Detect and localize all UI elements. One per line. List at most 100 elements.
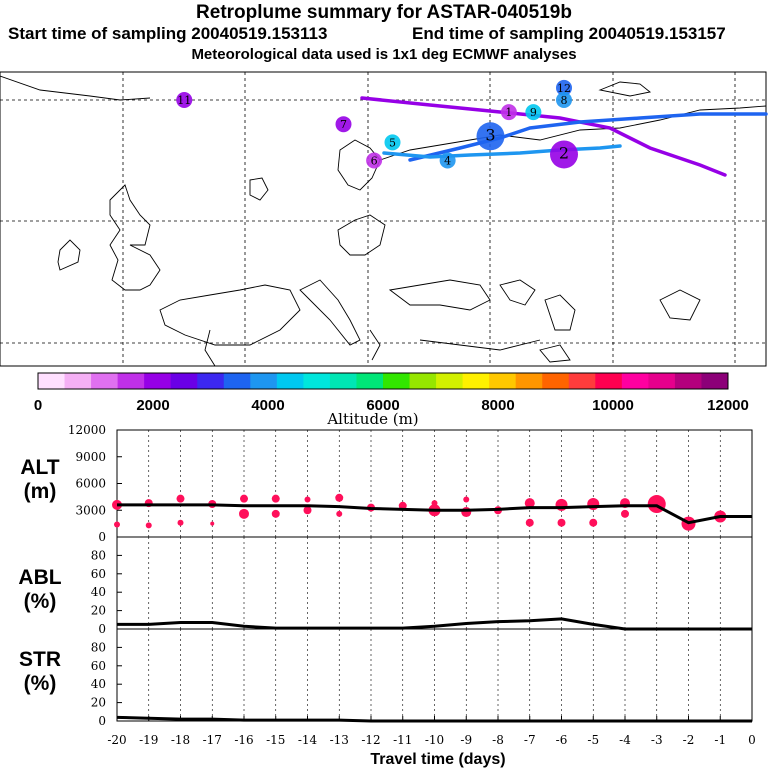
track-low [382,144,622,159]
alt-point [240,494,248,503]
x-tick-label: -19 [139,733,158,747]
plume-cluster-6 [366,152,383,169]
alt-point [176,494,185,503]
plume-tracks [360,96,768,177]
plume-day-label: 4 [444,155,451,168]
colorbar-tick-label: 12000 [707,397,749,414]
alt-point [239,508,249,519]
panel-y-label: ALT [20,456,59,479]
plume-cluster-9 [525,104,542,121]
plume-day-label: 8 [561,94,568,107]
start-time: Start time of sampling 20040519.153113 [8,24,328,43]
plume-day-label: 12 [557,82,571,95]
plume-day-label: 11 [177,94,191,107]
x-tick-label: -9 [460,733,472,747]
x-tick-label: -1 [714,733,726,747]
alt-point [463,496,470,503]
plume-cluster-11 [176,92,193,108]
alt-point [177,519,184,526]
colorbar-swatch [197,373,225,389]
y-tick-label: 80 [91,640,106,654]
str-panel: STR(%) 80 60 40 20 0 [19,628,753,728]
alt-point [271,509,280,518]
colorbar-tick-label: 0 [34,397,42,414]
x-tick-label: -13 [330,733,349,747]
y-tick-label: 60 [91,659,106,673]
alt-point [431,500,438,507]
colorbar-swatch [462,373,490,389]
colorbar-swatch [356,373,384,389]
alt-point [461,507,472,518]
colorbar-swatch [117,373,145,389]
colorbar-tick-label: 10000 [592,397,634,414]
alt-panel: ALT(m) 12000 9000 6000 3000 0 [20,423,753,544]
x-tick-label: -17 [203,733,222,747]
x-tick-label: 0 [748,733,756,747]
colorbar-swatch [223,373,251,389]
plume-cluster-1 [500,104,517,121]
plume-cluster-5 [384,134,401,151]
plume-cluster-7 [335,116,352,133]
x-tick-label: -10 [425,733,444,747]
x-tick-label: -20 [107,733,126,747]
colorbar-swatch [303,373,331,389]
plume-day-label: 1 [505,106,512,119]
plume-day-label: 7 [340,118,347,131]
x-tick-label: -16 [234,733,253,747]
x-tick-label: -2 [683,733,695,747]
plume-day-label: 9 [530,106,537,119]
plume-cluster-2 [550,140,578,169]
plume-cluster-3 [476,122,505,151]
coastlines [0,75,767,367]
plume-cluster-8 [556,92,572,108]
track-mid [408,112,768,162]
alt-point [303,506,312,515]
plume-day-label: 2 [559,143,569,162]
y-tick-label: 20 [91,696,106,710]
colorbar-tick-label: 2000 [136,397,169,414]
alt-point [145,522,152,529]
colorbar-swatch [515,373,543,389]
alt-point [336,510,343,517]
alt-point [271,494,280,503]
panel-y-label: (%) [24,672,57,695]
y-tick-label: 0 [98,714,106,728]
colorbar-tick-label: 6000 [366,397,399,414]
y-tick-label: 40 [91,585,106,599]
y-tick-label: 0 [98,622,106,636]
plume-day-label: 5 [389,136,396,149]
alt-point [524,498,535,509]
x-tick-label: -7 [524,733,536,747]
colorbar-swatch [409,373,437,389]
colorbar-swatch [38,373,66,389]
alt-mean-line [117,503,752,525]
colorbar-swatch [674,373,702,389]
colorbar-swatch [276,373,304,389]
colorbar-tick-label: 8000 [481,397,514,414]
alt-point [621,509,629,518]
y-tick-label: 80 [91,548,106,562]
plume-cluster-12 [556,79,572,96]
abl-panel: ABL(%) 80 60 40 20 0 [18,536,753,636]
colorbar-tick-label: 4000 [251,397,284,414]
colorbar-swatch [436,373,464,389]
alt-point [398,501,407,510]
colorbar-swatch [91,373,119,389]
x-tick-label: -6 [556,733,568,747]
x-tick-label: -18 [171,733,190,747]
x-tick-label: -12 [361,733,380,747]
y-tick-label: 3000 [75,503,106,517]
panel-y-label: (%) [24,590,57,613]
alt-point [589,518,598,527]
x-tick-label: -8 [492,733,504,747]
y-tick-label: 60 [91,567,106,581]
colorbar-swatch [542,373,570,389]
alt-point [114,521,120,528]
colorbar-swatch [383,373,411,389]
x-tick-label: -5 [587,733,599,747]
panel-y-label: STR [19,648,61,671]
chart-title: Retroplume summary for ASTAR-040519b [196,2,572,23]
